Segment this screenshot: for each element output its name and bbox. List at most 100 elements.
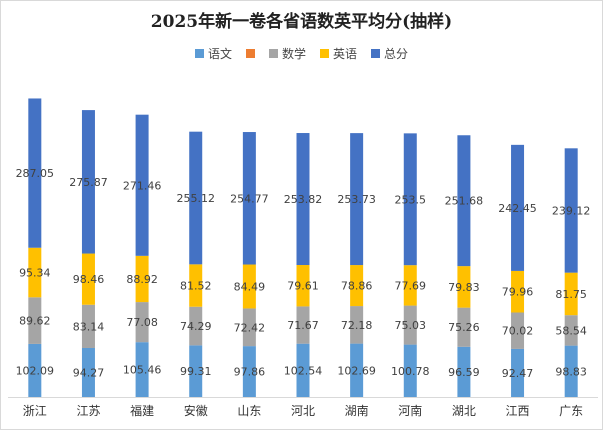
value-label: 251.68 (445, 195, 484, 208)
value-label: 81.75 (555, 288, 587, 301)
bar-数学-河南 (403, 305, 417, 345)
bar-数学-湖南 (350, 306, 364, 344)
category-label: 湖南 (345, 403, 369, 418)
bar-数学-江苏 (81, 304, 95, 348)
bar-总分-广东 (564, 148, 578, 273)
category-label: 河南 (398, 403, 422, 418)
value-label: 105.46 (123, 364, 162, 377)
value-label: 79.61 (287, 280, 319, 293)
category-label: 河北 (291, 404, 315, 418)
value-label: 71.67 (287, 319, 319, 332)
legend-label: 数学 (281, 47, 306, 61)
legend-swatch (371, 49, 381, 58)
value-label: 75.03 (395, 319, 427, 332)
bar-总分-河南 (403, 133, 417, 266)
value-label: 97.86 (234, 366, 266, 379)
category-label: 江苏 (76, 404, 100, 418)
value-label: 102.54 (284, 364, 323, 377)
value-label: 77.08 (126, 316, 158, 329)
bar-数学-江西 (511, 312, 525, 349)
value-label: 99.31 (180, 365, 212, 378)
value-label: 83.14 (73, 320, 105, 333)
value-label: 95.34 (19, 267, 51, 280)
category-label: 广东 (559, 404, 583, 418)
value-label: 89.62 (19, 315, 51, 328)
bar-总分-安徽 (189, 131, 203, 265)
value-label: 255.12 (176, 192, 215, 205)
bar-英语-湖北 (457, 266, 471, 308)
legend-item-0: 语文 (194, 45, 232, 62)
value-label: 98.83 (555, 365, 587, 378)
category-label: 福建 (130, 403, 154, 418)
legend-item-4: 总分 (371, 45, 408, 62)
value-label: 96.59 (448, 366, 480, 379)
value-label: 94.27 (73, 366, 105, 379)
value-label: 287.05 (16, 167, 55, 180)
bar-语文-安徽 (189, 345, 203, 397)
category-label: 浙江 (23, 404, 47, 418)
bar-英语-福建 (135, 255, 149, 303)
value-label: 70.02 (502, 325, 534, 338)
bar-总分-福建 (135, 114, 149, 256)
legend-item-2: 数学 (268, 45, 306, 62)
value-label: 254.77 (230, 192, 269, 205)
legend-item-3: 英语 (320, 45, 357, 62)
value-label: 72.42 (234, 321, 266, 334)
value-label: 79.96 (502, 286, 534, 299)
value-label: 77.69 (395, 279, 427, 292)
chart-title: 2025年新一卷各省语数英平均分(抽样) (150, 12, 453, 32)
value-label: 275.87 (69, 176, 108, 189)
bar-总分-山东 (242, 132, 256, 265)
bar-数学-河北 (296, 306, 310, 344)
legend-label: 总分 (384, 47, 409, 61)
bar-英语-江西 (511, 270, 525, 313)
bar-语文-广东 (564, 345, 578, 397)
bar-英语-广东 (564, 272, 578, 316)
bar-数学-山东 (242, 308, 256, 347)
bar-数学-浙江 (28, 297, 42, 344)
bar-语文-河南 (403, 344, 417, 397)
legend-swatch (268, 49, 278, 58)
value-label: 102.09 (16, 364, 55, 377)
bar-语文-福建 (135, 342, 149, 397)
value-label: 88.92 (126, 273, 158, 286)
value-label: 253.5 (395, 193, 427, 206)
bar-总分-湖北 (457, 135, 471, 267)
category-label: 安徽 (184, 403, 208, 418)
value-label: 242.45 (498, 202, 537, 215)
legend-item-1 (245, 45, 255, 62)
bar-英语-安徽 (189, 264, 203, 307)
bar-总分-湖南 (350, 133, 364, 266)
bar-语文-湖北 (457, 346, 471, 397)
bar-英语-湖南 (350, 265, 364, 307)
category-label: 江西 (506, 404, 530, 418)
bar-总分-江西 (511, 144, 525, 271)
category-label: 湖北 (452, 403, 476, 418)
legend-swatch (320, 49, 329, 58)
bar-语文-浙江 (28, 343, 42, 397)
value-label: 100.78 (391, 365, 430, 378)
bar-语文-湖南 (350, 343, 364, 397)
bar-英语-河北 (296, 265, 310, 307)
category-label: 山东 (237, 404, 261, 418)
bar-数学-福建 (135, 302, 149, 343)
value-label: 74.29 (180, 320, 212, 333)
bar-数学-湖北 (457, 307, 471, 347)
chart-legend: 语文 数学 英语 总分 (0, 45, 603, 62)
bar-英语-河南 (403, 265, 417, 306)
value-label: 79.83 (448, 281, 480, 294)
value-label: 253.73 (337, 193, 376, 206)
value-label: 271.46 (123, 179, 162, 192)
bar-英语-山东 (242, 264, 256, 309)
bar-英语-浙江 (28, 247, 42, 298)
value-label: 75.26 (448, 321, 480, 334)
legend-label: 英语 (333, 47, 358, 61)
bar-语文-江西 (511, 348, 525, 397)
legend-label: 语文 (207, 47, 232, 61)
value-label: 92.47 (502, 367, 534, 380)
bar-总分-河北 (296, 133, 310, 266)
bar-语文-河北 (296, 343, 310, 397)
value-label: 253.82 (284, 193, 323, 206)
value-label: 84.49 (234, 280, 266, 293)
